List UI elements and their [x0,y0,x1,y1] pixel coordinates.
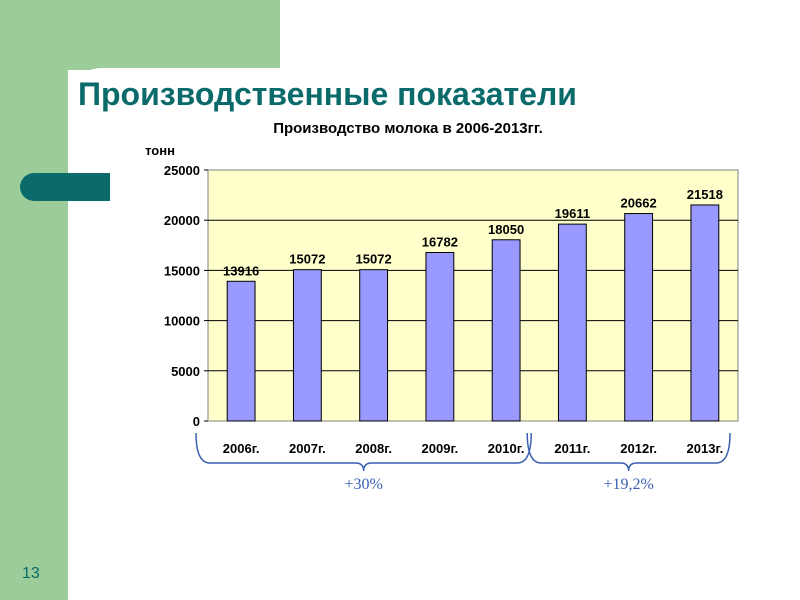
y-tick-label: 10000 [164,314,200,329]
y-tick-label: 15000 [164,263,200,278]
data-label: 16782 [422,235,458,250]
x-tick-label: 2010г. [488,441,525,456]
x-tick-label: 2009г. [422,441,459,456]
growth-annotation: +19,2% [603,476,653,493]
x-tick-label: 2007г. [289,441,326,456]
green-top-panel [0,0,280,70]
y-tick-label: 0 [193,414,200,429]
bar [359,269,389,422]
data-label: 21518 [687,187,723,202]
data-label: 15072 [289,252,325,267]
span-brace [195,432,532,472]
bar [491,239,521,422]
green-side-panel [0,0,68,600]
page-number: 13 [22,565,40,582]
plot-area [207,169,739,422]
data-label: 20662 [621,196,657,211]
x-tick-label: 2006г. [223,441,260,456]
y-axis-label: тонн [145,143,175,158]
data-label: 15072 [356,252,392,267]
bar [624,213,654,422]
x-tick-label: 2011г. [554,441,590,456]
span-brace [526,432,731,472]
slide-title: Производственные показатели [78,76,577,112]
x-tick-label: 2012г. [620,441,657,456]
data-label: 18050 [488,222,524,237]
bar [292,269,322,422]
y-tick-label: 20000 [164,213,200,228]
bar [226,280,256,422]
bar [425,252,455,422]
x-tick-label: 2013г. [687,441,724,456]
data-label: 19611 [555,206,590,221]
growth-annotation: +30% [344,476,382,493]
y-tick-label: 25000 [164,163,200,178]
bar [557,223,587,422]
decorative-tab [20,173,110,201]
bar [690,204,720,422]
x-tick-label: 2008г. [355,441,392,456]
y-tick-label: 5000 [171,364,200,379]
data-label: 13916 [223,263,259,278]
chart-title: Производство молока в 2006-2013гг. [273,120,543,137]
